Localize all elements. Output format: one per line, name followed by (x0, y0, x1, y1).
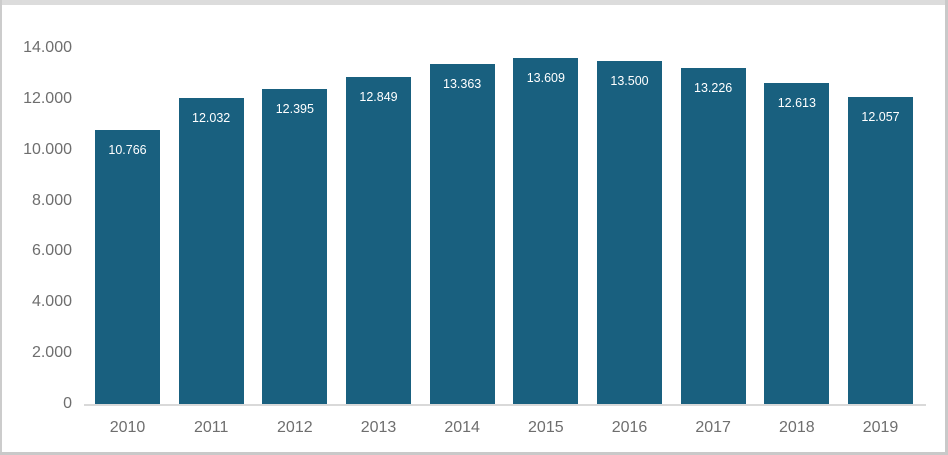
frame-left-edge (0, 0, 2, 455)
bar-2012: 12.395 (262, 88, 328, 404)
y-axis-tick-label: 14.000 (23, 39, 72, 56)
x-axis-tick-label: 2019 (862, 419, 899, 436)
bar-2013: 12.849 (346, 77, 411, 404)
bar-2015: 13.609 (513, 57, 579, 404)
bar-value-label: 12.395 (275, 101, 314, 116)
frame-bottom-edge (0, 452, 948, 455)
bar-2014: 13.363 (429, 64, 495, 404)
bar-2010: 10.766 (95, 130, 160, 404)
y-axis-tick-label: 10.000 (23, 140, 72, 158)
x-axis-tick-label: 2017 (695, 419, 731, 436)
bar-value-label: 10.766 (108, 143, 147, 158)
bar-2017: 13.226 (680, 67, 746, 404)
bar-value-label: 12.057 (861, 110, 900, 125)
y-axis-tick-label: 12.000 (23, 89, 72, 107)
x-axis-tick-label: 2010 (109, 419, 146, 436)
bar-value-label: 13.500 (610, 73, 649, 88)
x-axis-tick-label: 2012 (277, 419, 313, 436)
y-axis-tick-label: 2.000 (31, 344, 72, 362)
bar-value-label: 13.363 (443, 77, 482, 92)
x-axis-tick-label: 2016 (611, 419, 648, 436)
bar-value-label: 13.609 (526, 70, 565, 85)
frame-right-edge (945, 0, 948, 455)
y-axis-tick-label: 6.000 (31, 242, 72, 260)
bar-2019: 12.057 (848, 97, 913, 404)
y-axis-tick-label: 0 (63, 395, 72, 412)
x-axis-line (84, 404, 926, 406)
bar-2016: 13.500 (597, 60, 662, 404)
bar-value-label: 12.032 (192, 111, 231, 126)
frame-top-edge (0, 0, 948, 5)
y-axis-tick-label: 4.000 (31, 293, 72, 311)
x-axis-tick-label: 2018 (779, 419, 815, 436)
bar-value-label: 12.849 (359, 90, 398, 105)
x-axis-tick-label: 2015 (528, 419, 564, 436)
x-axis-tick-label: 2013 (360, 419, 397, 436)
bar-value-label: 13.226 (694, 80, 733, 95)
x-axis-tick-label: 2011 (193, 419, 229, 436)
bar-2018: 12.613 (764, 83, 830, 404)
y-axis-tick-label: 8.000 (31, 191, 72, 209)
bar-2011: 12.032 (178, 98, 244, 404)
x-axis-tick-label: 2014 (444, 419, 480, 436)
bar-value-label: 12.613 (777, 96, 816, 111)
